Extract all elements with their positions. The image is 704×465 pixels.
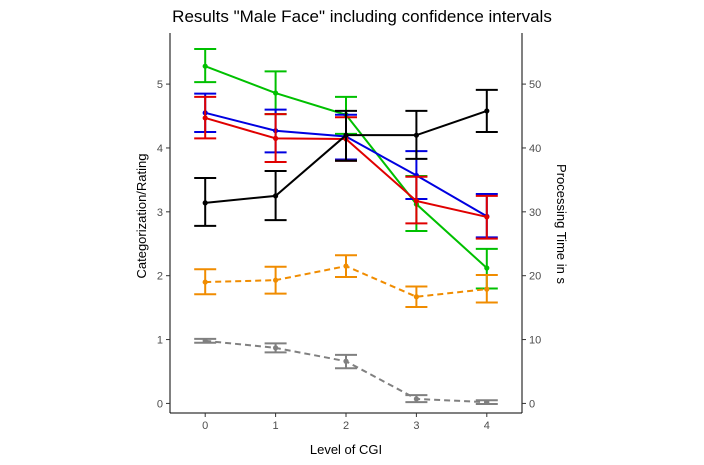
x-tick-label: 1 — [273, 420, 279, 432]
data-point — [202, 338, 208, 344]
series-layer — [194, 47, 498, 406]
data-point — [484, 108, 490, 114]
y-tick-label-right: 0 — [529, 398, 535, 410]
data-point — [273, 90, 279, 96]
data-point — [202, 63, 208, 69]
y-tick-label-right: 50 — [529, 79, 541, 91]
series-5 — [194, 337, 498, 406]
y-tick-label-left: 2 — [157, 271, 163, 283]
data-point — [484, 286, 490, 292]
data-point — [484, 214, 490, 220]
data-point — [273, 193, 279, 199]
y-tick-label-left: 1 — [157, 335, 163, 347]
data-point — [343, 132, 349, 138]
data-point — [413, 198, 419, 204]
y-tick-label-left: 3 — [157, 207, 163, 219]
x-tick-label: 3 — [413, 420, 419, 432]
y-tick-label-right: 30 — [529, 207, 541, 219]
x-axis-title: Level of CGI — [310, 442, 382, 457]
data-point — [202, 200, 208, 206]
series-line — [205, 339, 487, 404]
x-tick-label: 0 — [202, 420, 208, 432]
series-0 — [194, 47, 498, 290]
x-tick-label: 4 — [484, 420, 490, 432]
chart-title: Results "Male Face" including confidence… — [172, 7, 552, 26]
y-tick-label-left: 0 — [157, 398, 163, 410]
data-point — [413, 132, 419, 138]
data-point — [413, 294, 419, 300]
data-point — [273, 277, 279, 283]
data-point — [202, 279, 208, 285]
data-point — [273, 135, 279, 141]
data-point — [413, 396, 419, 402]
data-point — [484, 399, 490, 405]
data-point — [484, 265, 490, 271]
y-axis-title-left: Categorization/Rating — [134, 153, 149, 278]
y-tick-label-right: 10 — [529, 335, 541, 347]
y-tick-label-left: 4 — [157, 143, 163, 155]
x-tick-label: 2 — [343, 420, 349, 432]
y-tick-label-right: 20 — [529, 271, 541, 283]
data-point — [273, 345, 279, 351]
y-axis-title-right: Processing Time in s — [554, 164, 569, 284]
y-tick-label-right: 40 — [529, 143, 541, 155]
data-point — [343, 263, 349, 269]
series-3 — [194, 88, 498, 227]
data-point — [343, 358, 349, 364]
series-4 — [194, 254, 498, 308]
data-point — [202, 115, 208, 121]
y-tick-label-left: 5 — [157, 79, 163, 91]
